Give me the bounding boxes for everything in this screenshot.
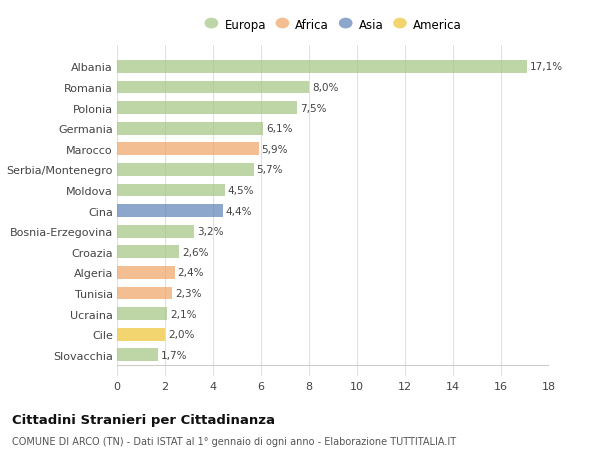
Text: 4,5%: 4,5% [228, 185, 254, 196]
Bar [117, 349, 158, 361]
Text: COMUNE DI ARCO (TN) - Dati ISTAT al 1° gennaio di ogni anno - Elaborazione TUTTI: COMUNE DI ARCO (TN) - Dati ISTAT al 1° g… [12, 436, 456, 446]
Text: 2,1%: 2,1% [170, 309, 197, 319]
Bar [117, 225, 194, 238]
Bar [117, 164, 254, 176]
Text: 2,4%: 2,4% [178, 268, 204, 278]
Text: 8,0%: 8,0% [312, 83, 338, 93]
Bar [117, 328, 165, 341]
Bar [117, 61, 527, 73]
Text: 4,4%: 4,4% [226, 206, 252, 216]
Text: 5,7%: 5,7% [257, 165, 283, 175]
Text: 7,5%: 7,5% [300, 103, 326, 113]
Bar [117, 123, 263, 135]
Text: 2,3%: 2,3% [175, 288, 202, 298]
Text: 2,0%: 2,0% [168, 330, 194, 339]
Bar [117, 246, 179, 258]
Text: 1,7%: 1,7% [161, 350, 187, 360]
Bar [117, 81, 309, 94]
Bar [117, 102, 297, 115]
Text: 2,6%: 2,6% [182, 247, 209, 257]
Text: Cittadini Stranieri per Cittadinanza: Cittadini Stranieri per Cittadinanza [12, 413, 275, 426]
Bar [117, 205, 223, 218]
Bar [117, 266, 175, 279]
Bar [117, 308, 167, 320]
Bar [117, 287, 172, 300]
Text: 3,2%: 3,2% [197, 227, 223, 237]
Text: 6,1%: 6,1% [266, 124, 293, 134]
Legend: Europa, Africa, Asia, America: Europa, Africa, Asia, America [200, 14, 466, 36]
Bar [117, 184, 225, 197]
Text: 5,9%: 5,9% [262, 145, 288, 155]
Bar [117, 143, 259, 156]
Text: 17,1%: 17,1% [530, 62, 563, 72]
